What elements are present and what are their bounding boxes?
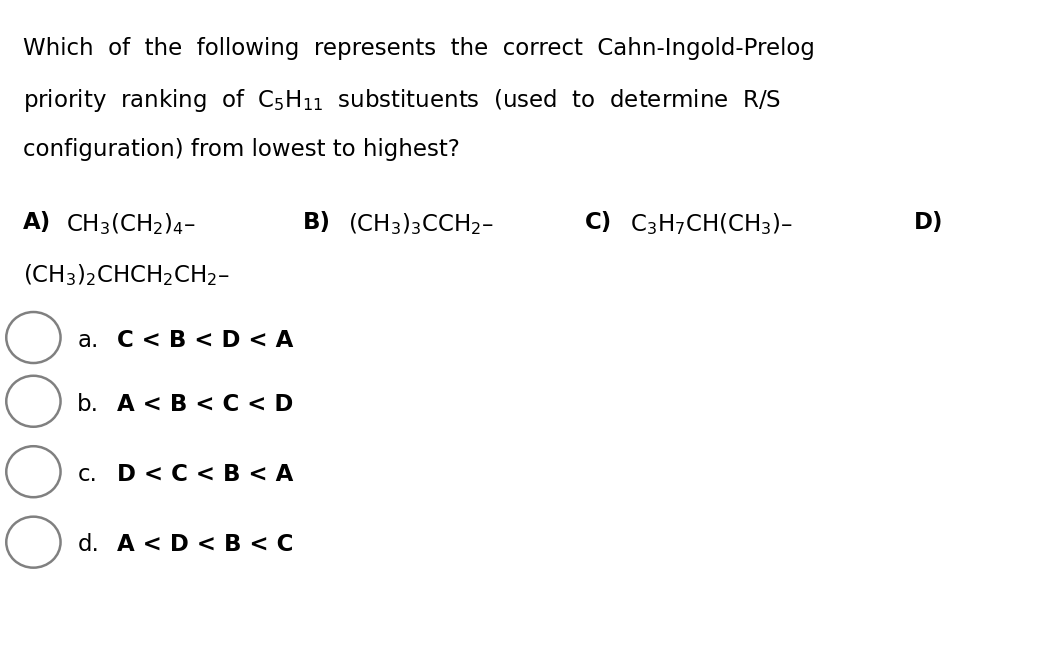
- Text: $\mathregular{(CH_3)_3CCH_2}$–: $\mathregular{(CH_3)_3CCH_2}$–: [348, 211, 494, 238]
- Text: a.: a.: [77, 329, 98, 352]
- Text: A < D < B < C: A < D < B < C: [117, 533, 293, 556]
- Text: B): B): [303, 211, 331, 234]
- Text: configuration) from lowest to highest?: configuration) from lowest to highest?: [23, 138, 459, 160]
- Text: $\mathregular{CH_3(CH_2)_4}$–: $\mathregular{CH_3(CH_2)_4}$–: [66, 211, 195, 238]
- Text: c.: c.: [77, 463, 97, 486]
- Text: C): C): [585, 211, 612, 234]
- Text: A < B < C < D: A < B < C < D: [117, 393, 293, 415]
- Text: D): D): [914, 211, 943, 234]
- Text: Which  of  the  following  represents  the  correct  Cahn-Ingold-Prelog: Which of the following represents the co…: [23, 37, 815, 60]
- Text: d.: d.: [77, 533, 99, 556]
- Text: $\mathregular{C_3H_7CH(CH_3)}$–: $\mathregular{C_3H_7CH(CH_3)}$–: [630, 211, 792, 238]
- Text: C < B < D < A: C < B < D < A: [117, 329, 293, 352]
- Text: priority  ranking  of  $\mathregular{C_5H_{11}}$  substituents  (used  to  deter: priority ranking of $\mathregular{C_5H_{…: [23, 87, 781, 114]
- Text: A): A): [23, 211, 51, 234]
- Text: D < C < B < A: D < C < B < A: [117, 463, 293, 486]
- Text: $\mathregular{(CH_3)_2CHCH_2CH_2}$–: $\mathregular{(CH_3)_2CHCH_2CH_2}$–: [23, 262, 230, 288]
- Text: b.: b.: [77, 393, 99, 415]
